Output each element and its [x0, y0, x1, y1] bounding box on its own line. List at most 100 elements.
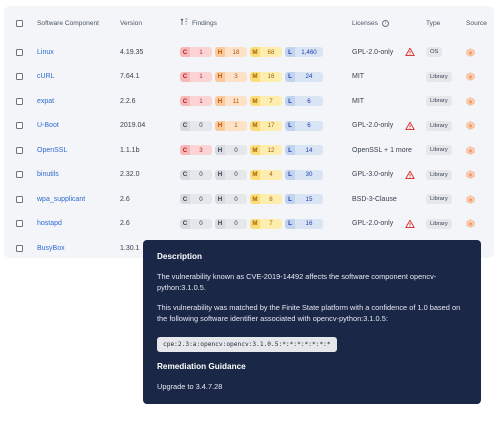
source-package-icon[interactable] [466, 195, 475, 204]
component-version: 2.6 [120, 220, 130, 228]
warning-icon[interactable] [405, 219, 415, 229]
source-package-icon[interactable] [466, 219, 475, 228]
column-header-version[interactable]: Version [120, 19, 142, 27]
finding-chip-m[interactable]: M 12 [250, 145, 282, 156]
finding-chip-l[interactable]: L 15 [285, 194, 323, 205]
row-checkbox-cell [16, 163, 23, 188]
component-link[interactable]: cURL [37, 73, 55, 81]
row-checkbox[interactable] [16, 73, 23, 81]
row-checkbox[interactable] [16, 195, 23, 203]
finding-count: 14 [295, 145, 323, 156]
source-package-icon[interactable] [466, 48, 475, 57]
severity-letter: M [250, 71, 260, 82]
row-checkbox-cell [16, 236, 23, 261]
column-header-findings[interactable]: Findings [180, 6, 217, 40]
finding-chip-l[interactable]: L 14 [285, 145, 323, 156]
column-header-licenses[interactable]: Licenses i [352, 6, 390, 40]
warning-icon[interactable] [405, 170, 415, 180]
row-checkbox[interactable] [16, 122, 23, 130]
select-all-checkbox[interactable] [16, 19, 23, 27]
severity-letter: L [285, 120, 295, 131]
source-package-icon[interactable] [466, 72, 475, 81]
table-row[interactable]: binutils 2.32.0 C 0 H 0 M 4 L 30 GPL-3.0-only Libra… [4, 163, 494, 188]
table-row[interactable]: OpenSSL 1.1.1b C 3 H 0 M 12 L 14 OpenSSL + 1 more L… [4, 138, 494, 163]
component-link[interactable]: Linux [37, 48, 54, 56]
finding-count: 17 [260, 120, 282, 131]
component-link[interactable]: wpa_supplicant [37, 195, 86, 203]
license-text: BSD-3-Clause [352, 195, 397, 203]
row-checkbox[interactable] [16, 171, 23, 179]
component-link[interactable]: BusyBox [37, 244, 65, 252]
source-package-icon[interactable] [466, 146, 475, 155]
table-row[interactable]: U-Boot 2019.04 C 0 H 1 M 17 L 6 GPL-2.0-only Librar… [4, 114, 494, 139]
component-link[interactable]: expat [37, 97, 55, 105]
row-checkbox[interactable] [16, 220, 23, 228]
finding-chip-h[interactable]: H 11 [215, 96, 247, 107]
table-row[interactable]: cURL 7.64.1 C 1 H 3 M 16 L 24 MIT Library [4, 65, 494, 90]
row-checkbox[interactable] [16, 146, 23, 154]
table-row[interactable]: wpa_supplicant 2.6 C 0 H 0 M 8 L 15 BSD-3-Clause Li… [4, 187, 494, 212]
component-link[interactable]: hostapd [37, 220, 62, 228]
finding-chip-l[interactable]: L 30 [285, 169, 323, 180]
component-link[interactable]: OpenSSL [37, 146, 68, 154]
finding-chip-l[interactable]: L 16 [285, 218, 323, 229]
column-header-source[interactable]: Source [466, 19, 487, 27]
finding-chip-m[interactable]: M 68 [250, 47, 282, 58]
component-name-cell: U-Boot [37, 114, 59, 139]
source-package-icon[interactable] [466, 121, 475, 130]
finding-chip-m[interactable]: M 17 [250, 120, 282, 131]
info-icon[interactable]: i [382, 19, 390, 27]
component-link[interactable]: U-Boot [37, 122, 59, 130]
column-header-type[interactable]: Type [426, 19, 441, 27]
license-text: GPL-3.0-only [352, 171, 394, 179]
sort-icon[interactable] [180, 18, 188, 28]
table-row[interactable]: hostapd 2.6 C 0 H 0 M 7 L 16 GPL-2.0-only Library [4, 212, 494, 237]
row-checkbox[interactable] [16, 244, 23, 252]
finding-chip-m[interactable]: M 16 [250, 71, 282, 82]
type-cell: Library [426, 89, 452, 114]
row-checkbox[interactable] [16, 48, 23, 56]
license-text: OpenSSL + 1 more [352, 146, 412, 154]
table-row[interactable]: BusyBox 1.30.1 [4, 236, 494, 261]
description-text: The vulnerability known as CVE-2019-1449… [157, 272, 437, 292]
findings-cell: C 3 H 0 M 12 L 14 [180, 138, 326, 163]
warning-icon[interactable] [405, 121, 415, 131]
table-row[interactable]: Linux 4.19.35 C 1 H 18 M 68 L 1,460 GPL-2.0-only OS [4, 40, 494, 65]
components-panel [4, 6, 494, 258]
row-checkbox[interactable] [16, 97, 23, 105]
finding-chip-h[interactable]: H 18 [215, 47, 247, 58]
warning-icon-cell [405, 212, 415, 237]
column-header-component[interactable]: Software Component [37, 19, 99, 27]
table-row[interactable]: expat 2.2.6 C 1 H 11 M 7 L 6 MIT Library [4, 89, 494, 114]
finding-count: 0 [190, 169, 212, 180]
warning-icon[interactable] [405, 47, 415, 57]
source-package-icon[interactable] [466, 170, 475, 179]
component-version: 4.19.35 [120, 48, 144, 56]
severity-letter: C [180, 194, 190, 205]
table-header: Software Component Version Findings Lice… [4, 6, 494, 40]
finding-chip-l[interactable]: L 24 [285, 71, 323, 82]
component-link[interactable]: binutils [37, 171, 59, 179]
finding-chip-l[interactable]: L 1,460 [285, 47, 323, 58]
source-package-icon[interactable] [466, 97, 475, 106]
